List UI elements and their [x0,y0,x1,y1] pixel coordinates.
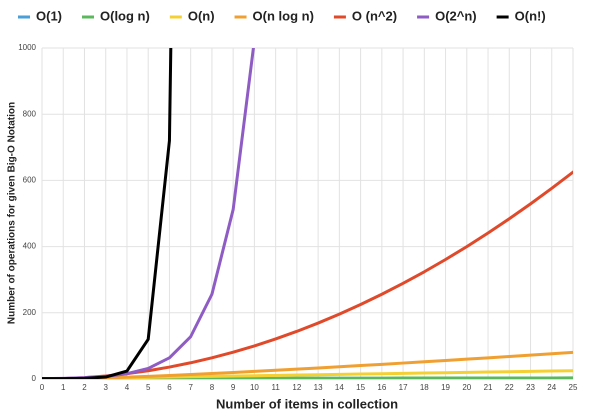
plot-lines [42,48,573,379]
legend-label: O(n) [188,8,215,23]
x-tick-label: 15 [356,383,365,392]
x-tick-label: 17 [399,383,408,392]
x-tick-label: 14 [335,383,344,392]
legend-label: O(log n) [100,8,150,23]
x-tick-label: 8 [210,383,215,392]
legend-label: O(1) [36,8,62,23]
x-tick-label: 12 [292,383,301,392]
y-tick-label: 800 [23,109,37,118]
x-tick-label: 18 [420,383,429,392]
x-tick-label: 16 [377,383,386,392]
y-tick-label: 600 [23,176,37,185]
x-tick-label: 22 [505,383,514,392]
x-tick-label: 23 [526,383,535,392]
x-tick-label: 10 [250,383,259,392]
x-tick-label: 0 [40,383,45,392]
legend-label: O (n^2) [352,8,397,23]
x-tick-label: 9 [231,383,236,392]
x-tick-label: 13 [314,383,323,392]
x-tick-label: 11 [271,383,280,392]
x-tick-label: 3 [103,383,108,392]
x-tick-label: 24 [547,383,556,392]
legend: O(1) O(log n) O(n) O(n log n) O (n^2) O(2^n) O… [18,8,546,23]
legend-label: O(n log n) [253,8,314,23]
x-tick-label: 21 [484,383,493,392]
y-tick-label: 1000 [18,43,36,52]
legend-label: O(2^n) [435,8,477,23]
x-tick-label: 4 [125,383,130,392]
x-axis-title: Number of items in collection [216,396,398,411]
x-tick-label: 5 [146,383,151,392]
grid [41,47,574,380]
x-tick-label: 1 [61,383,66,392]
legend-label: O(n!) [515,8,546,23]
y-tick-label: 200 [23,308,37,317]
series-line [61,350,573,379]
x-tick-label: 25 [569,383,578,392]
series-line [42,48,173,379]
x-tick-label: 19 [441,383,450,392]
y-axis-title: Number of operations for given Big-O Not… [7,102,18,324]
y-tick-label: 400 [23,242,37,251]
series-line [42,170,573,379]
x-tick-label: 7 [188,383,193,392]
x-tick-label: 20 [462,383,471,392]
y-tick-label: 0 [32,374,37,383]
x-tick-label: 6 [167,383,172,392]
x-tick-label: 2 [82,383,87,392]
